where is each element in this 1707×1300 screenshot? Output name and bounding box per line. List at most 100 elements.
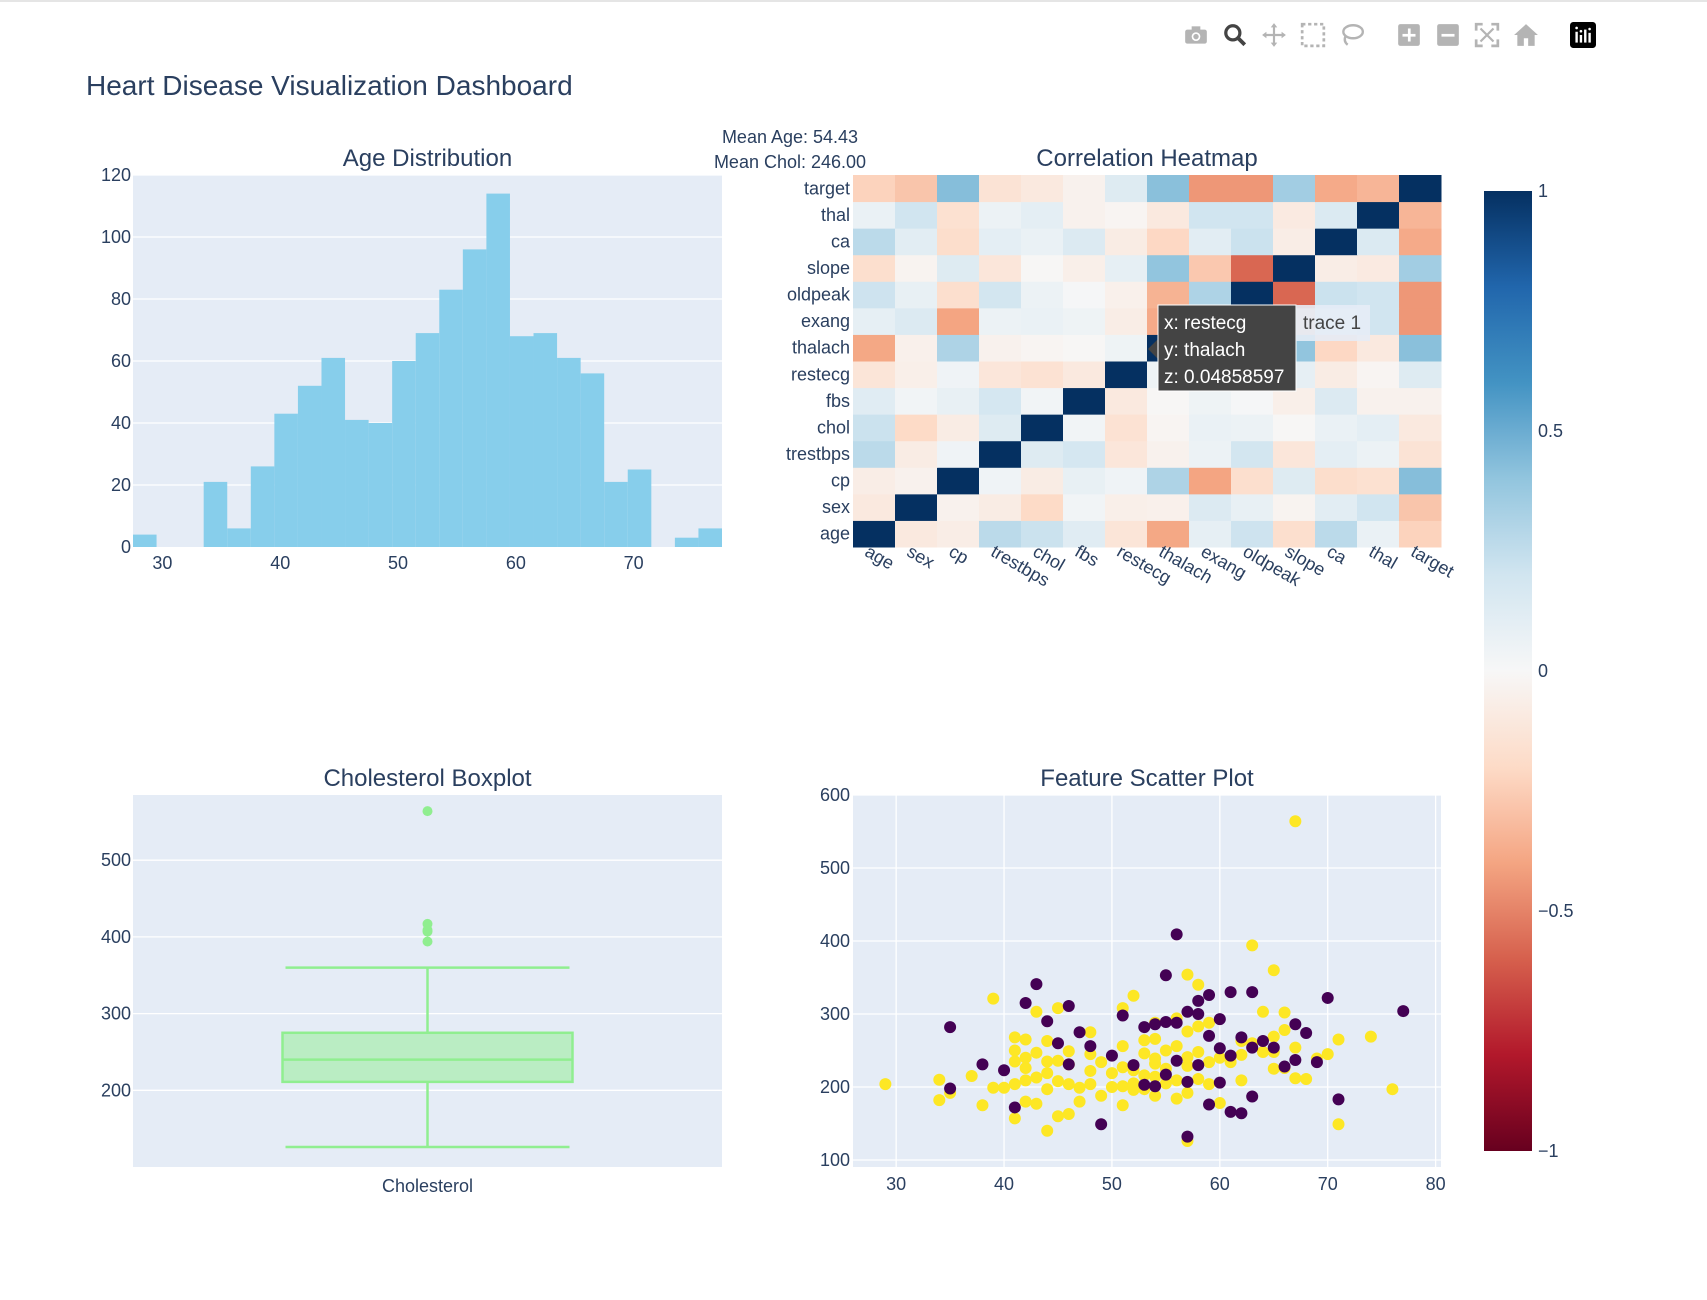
heatmap-cell[interactable] (1021, 520, 1064, 548)
scatter-point[interactable] (1181, 1075, 1194, 1088)
heatmap-cell[interactable] (1063, 175, 1106, 203)
scatter-point[interactable] (1041, 1055, 1054, 1068)
heatmap-cell[interactable] (1105, 281, 1148, 309)
heatmap-cell[interactable] (1147, 387, 1190, 415)
scatter-point[interactable] (1203, 1098, 1216, 1111)
heatmap-cell[interactable] (1399, 201, 1442, 229)
boxplot-outlier[interactable] (422, 806, 433, 817)
heatmap-cell[interactable] (1189, 254, 1232, 282)
scatter-point[interactable] (1181, 1051, 1194, 1064)
heatmap-cell[interactable] (979, 414, 1022, 442)
scatter-point[interactable] (1192, 1008, 1205, 1020)
heatmap-cell[interactable] (1189, 281, 1232, 309)
heatmap-cell[interactable] (979, 228, 1022, 256)
scatter-point[interactable] (1203, 1078, 1216, 1091)
scatter-point[interactable] (1213, 1076, 1226, 1089)
heatmap-cell[interactable] (1357, 254, 1400, 282)
scatter-point[interactable] (1030, 1071, 1043, 1084)
scatter-point[interactable] (976, 1099, 989, 1112)
scatter-point[interactable] (1008, 1112, 1021, 1125)
scatter-point[interactable] (1181, 968, 1194, 981)
scatter-point[interactable] (1116, 1099, 1129, 1112)
heatmap-cell[interactable] (1273, 175, 1316, 203)
scatter-point[interactable] (1203, 1056, 1216, 1069)
heatmap-cell[interactable] (1105, 307, 1148, 335)
scatter-point[interactable] (1386, 1083, 1399, 1096)
scatter-point[interactable] (1332, 1118, 1345, 1131)
heatmap-cell[interactable] (853, 387, 896, 415)
scatter-point[interactable] (933, 1073, 946, 1086)
scatter-point[interactable] (1203, 1029, 1216, 1042)
scatter-point[interactable] (1084, 1064, 1097, 1077)
heatmap-cell[interactable] (1399, 228, 1442, 256)
scatter-point[interactable] (1127, 989, 1140, 1002)
heatmap-cell[interactable] (1105, 334, 1148, 362)
scatter-point[interactable] (1213, 1013, 1226, 1026)
heatmap-cell[interactable] (853, 520, 896, 548)
heatmap-cell[interactable] (1399, 307, 1442, 335)
scatter-point[interactable] (1138, 1034, 1151, 1047)
heatmap-cell[interactable] (1357, 361, 1400, 389)
plotly-logo-button[interactable] (1567, 19, 1599, 51)
scatter-point[interactable] (1267, 1041, 1280, 1054)
scatter-point[interactable] (1030, 1046, 1043, 1059)
heatmap-cell[interactable] (1231, 228, 1274, 256)
scatter-point[interactable] (1159, 1016, 1172, 1029)
heatmap-cell[interactable] (1189, 493, 1232, 521)
heatmap-cell[interactable] (1189, 467, 1232, 495)
heatmap-cell[interactable] (979, 520, 1022, 548)
heatmap-cell[interactable] (1231, 175, 1274, 203)
scatter-point[interactable] (1019, 1033, 1032, 1046)
heatmap-cell[interactable] (1357, 175, 1400, 203)
zoom-button[interactable] (1219, 19, 1251, 51)
heatmap-cell[interactable] (1231, 414, 1274, 442)
heatmap-cell[interactable] (1105, 254, 1148, 282)
scatter-point[interactable] (1138, 1021, 1151, 1034)
scatter-point[interactable] (1095, 1089, 1108, 1102)
heatmap-cell[interactable] (1063, 414, 1106, 442)
heatmap-cell[interactable] (1063, 440, 1106, 468)
heatmap-cell[interactable] (1231, 467, 1274, 495)
heatmap-cell[interactable] (979, 281, 1022, 309)
heatmap-cell[interactable] (1399, 387, 1442, 415)
heatmap-cell[interactable] (1147, 254, 1190, 282)
scatter-point[interactable] (1289, 1053, 1302, 1066)
scatter-point[interactable] (1278, 1060, 1291, 1073)
heatmap-cell[interactable] (853, 493, 896, 521)
heatmap-cell[interactable] (1147, 414, 1190, 442)
heatmap-cell[interactable] (1273, 520, 1316, 548)
scatter-point[interactable] (1203, 1016, 1216, 1029)
scatter-point[interactable] (1149, 1080, 1162, 1093)
heatmap-cell[interactable] (1273, 493, 1316, 521)
heatmap-cell[interactable] (1273, 440, 1316, 468)
heatmap-cell[interactable] (895, 361, 938, 389)
heatmap-cell[interactable] (1105, 467, 1148, 495)
heatmap-cell[interactable] (895, 493, 938, 521)
heatmap-cell[interactable] (853, 254, 896, 282)
boxplot-outlier[interactable] (422, 918, 433, 929)
scatter-point[interactable] (1084, 1040, 1097, 1053)
heatmap-cell[interactable] (1021, 201, 1064, 229)
heatmap-cell[interactable] (1063, 201, 1106, 229)
heatmap-cell[interactable] (1315, 387, 1358, 415)
scatter-point[interactable] (1051, 1054, 1064, 1067)
scatter-point[interactable] (1170, 1016, 1183, 1029)
scatter-point[interactable] (1041, 1035, 1054, 1048)
heatmap-cell[interactable] (979, 493, 1022, 521)
heatmap-cell[interactable] (1105, 520, 1148, 548)
scatter-point[interactable] (1256, 1035, 1269, 1048)
scatter-point[interactable] (1051, 1110, 1064, 1123)
scatter-point[interactable] (1235, 1074, 1248, 1087)
heatmap-cell[interactable] (1105, 414, 1148, 442)
scatter-point[interactable] (1062, 1058, 1075, 1071)
scatter-point[interactable] (1192, 1020, 1205, 1033)
scatter-point[interactable] (1041, 1067, 1054, 1080)
heatmap-cell[interactable] (1063, 307, 1106, 335)
heatmap-cell[interactable] (1357, 387, 1400, 415)
scatter-point[interactable] (987, 992, 1000, 1005)
heatmap-cell[interactable] (1147, 467, 1190, 495)
heatmap-cell[interactable] (937, 201, 980, 229)
scatter-point[interactable] (1170, 1074, 1183, 1087)
heatmap-cell[interactable] (1147, 175, 1190, 203)
scatter-point[interactable] (1062, 1108, 1075, 1121)
